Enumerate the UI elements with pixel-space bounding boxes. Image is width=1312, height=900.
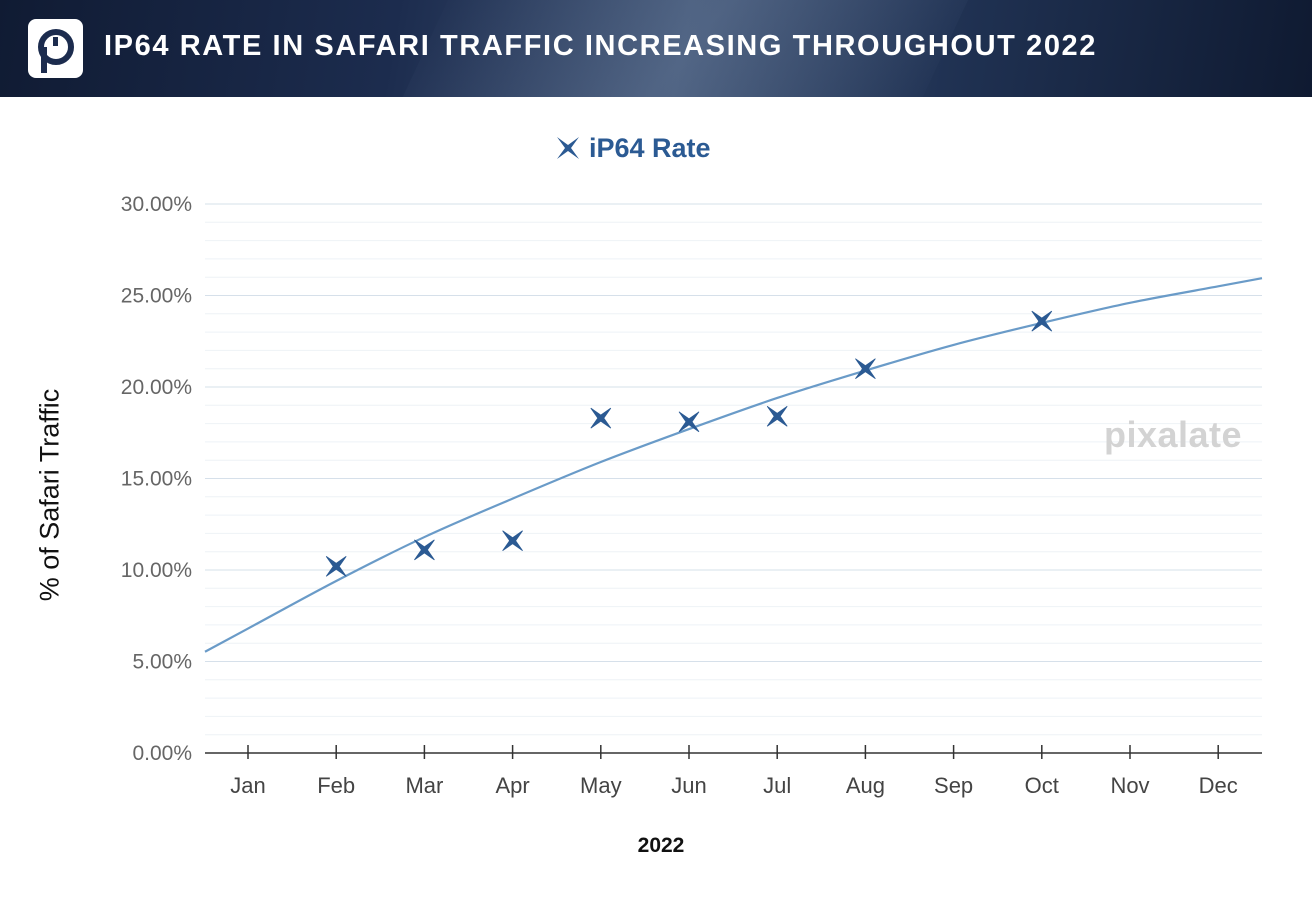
- chart-legend[interactable]: iP64 Rate: [556, 131, 711, 165]
- y-tick-label: 0.00%: [132, 742, 192, 765]
- x-tick-label: Nov: [1110, 773, 1149, 798]
- x-axis-label: 2022: [637, 834, 685, 857]
- page-title: IP64 RATE IN SAFARI TRAFFIC INCREASING T…: [104, 30, 1098, 62]
- x-tick-label: Dec: [1199, 773, 1238, 798]
- x-tick-label: Oct: [1025, 773, 1059, 798]
- y-tick-label: 5.00%: [132, 651, 192, 674]
- chart-canvas: 0.00% 5.00% 10.00% 15.00% 20.00% 25.00% 30.00%…: [121, 193, 1263, 798]
- y-axis-label: % of Safari Traffic: [34, 388, 65, 602]
- legend-marker-icon: [557, 137, 579, 159]
- pixalate-watermark: pixalate: [1104, 414, 1243, 455]
- x-tick-label: May: [580, 773, 622, 798]
- data-point-oct: [1031, 310, 1053, 332]
- y-tick-label: 15.00%: [121, 468, 192, 491]
- x-tick-label: Mar: [405, 773, 443, 798]
- x-tick-label: Jul: [763, 773, 791, 798]
- data-point-mar: [414, 539, 435, 561]
- data-point-apr: [502, 530, 523, 552]
- trendline: [204, 277, 1263, 653]
- y-tick-label: 10.00%: [121, 559, 192, 582]
- legend-label: iP64 Rate: [589, 132, 711, 163]
- header-banner: IP64 RATE IN SAFARI TRAFFIC INCREASING T…: [0, 0, 1312, 97]
- x-tick-label: Sep: [934, 773, 973, 798]
- data-point-may: [590, 407, 612, 429]
- data-point-aug: [855, 358, 876, 380]
- y-tick-label: 25.00%: [121, 285, 192, 308]
- x-tick-label: Feb: [317, 773, 355, 798]
- pixalate-p-logo-icon: [28, 19, 83, 78]
- data-point-jul: [766, 405, 788, 427]
- x-tick-label: Aug: [846, 773, 885, 798]
- data-point-jun: [678, 411, 700, 433]
- x-tick-label: Jan: [230, 773, 265, 798]
- x-tick-label: Jun: [671, 773, 706, 798]
- x-tick-label: Apr: [495, 773, 529, 798]
- y-tick-label: 30.00%: [121, 193, 192, 216]
- data-point-feb: [325, 556, 347, 577]
- y-tick-label: 20.00%: [121, 376, 192, 399]
